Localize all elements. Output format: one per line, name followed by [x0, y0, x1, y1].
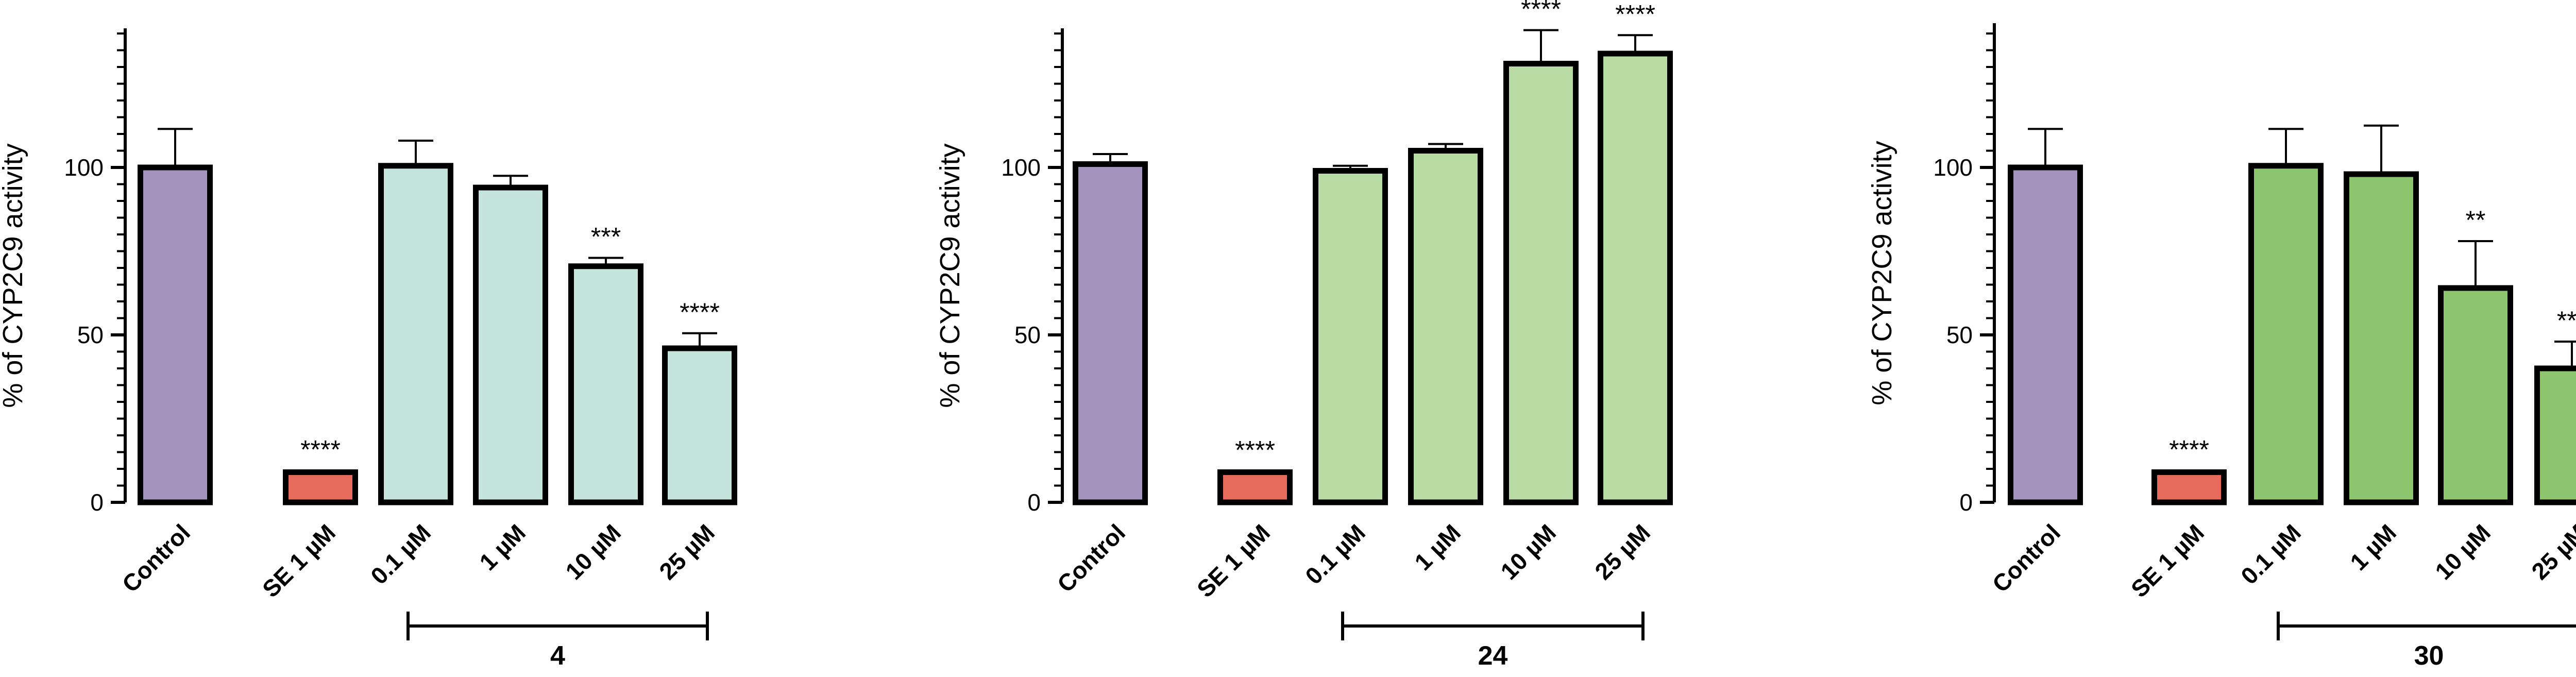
chart-panel-1: 0 50 100 % of CYP2C9 activity Control **** SE …	[0, 28, 735, 671]
y-tick-label: 50	[77, 321, 104, 348]
bar	[1411, 151, 1481, 503]
bar	[1601, 54, 1670, 502]
x-tick-label: SE 1 µM	[1192, 519, 1275, 602]
bar	[2537, 368, 2576, 502]
chart-panel-3: 0 50 100 % of CYP2C9 activity Control **** SE …	[1867, 23, 2576, 671]
y-tick-label: 0	[1959, 489, 1973, 516]
bar	[2441, 288, 2511, 502]
x-tick-label: 1 µM	[474, 519, 531, 576]
bar	[571, 266, 641, 502]
significance-label: ***	[591, 223, 621, 251]
significance-label: ****	[1521, 0, 1561, 24]
x-tick-label: SE 1 µM	[257, 519, 341, 602]
y-axis-label: % of CYP2C9 activity	[0, 143, 28, 408]
bar	[141, 167, 210, 502]
bar	[381, 166, 451, 502]
bar	[2347, 174, 2416, 502]
y-tick-label: 100	[64, 154, 104, 181]
x-tick-label: SE 1 µM	[2126, 519, 2209, 602]
group-label: 4	[550, 641, 565, 671]
x-tick-label: 10 µM	[560, 519, 626, 585]
y-tick-label: 100	[1933, 154, 1973, 181]
y-tick-label: 100	[1001, 154, 1041, 181]
significance-label: ****	[1615, 0, 1655, 28]
significance-label: ***	[2557, 306, 2576, 335]
y-tick-label: 0	[1027, 489, 1041, 516]
bar	[2011, 167, 2080, 502]
significance-label: **	[2466, 206, 2486, 234]
x-tick-label: 1 µM	[2345, 519, 2401, 576]
significance-label: ****	[300, 435, 341, 464]
x-tick-label: 0.1 µM	[1300, 519, 1370, 589]
bar	[2155, 472, 2224, 503]
y-tick-label: 0	[90, 489, 104, 516]
bar	[1506, 64, 1576, 503]
significance-label: ****	[2169, 435, 2209, 464]
x-tick-label: 25 µM	[2526, 519, 2576, 585]
significance-label: ****	[680, 298, 720, 327]
bar	[476, 188, 546, 502]
x-tick-label: Control	[117, 519, 195, 597]
x-tick-label: 0.1 µM	[365, 519, 436, 589]
y-tick-label: 50	[1946, 321, 1973, 348]
y-tick-label: 50	[1014, 321, 1041, 348]
x-tick-label: 10 µM	[1495, 519, 1561, 585]
bar	[1076, 164, 1145, 503]
y-axis-label: % of CYP2C9 activity	[935, 143, 965, 408]
x-tick-label: Control	[1052, 519, 1130, 597]
x-tick-label: Control	[1987, 519, 2065, 597]
significance-label: ****	[1235, 436, 1275, 465]
y-axis-label: % of CYP2C9 activity	[1867, 141, 1897, 405]
x-tick-label: 10 µM	[2430, 519, 2496, 585]
bar	[665, 348, 735, 502]
bar	[1316, 171, 1385, 503]
x-tick-label: 25 µM	[654, 519, 720, 585]
chart-panel-2: 0 50 100 % of CYP2C9 activity Control **** SE …	[935, 0, 1670, 671]
group-label: 24	[1478, 641, 1508, 671]
x-tick-label: 1 µM	[1409, 519, 1466, 576]
group-label: 30	[2414, 641, 2444, 671]
x-tick-label: 0.1 µM	[2235, 519, 2306, 589]
bar	[1221, 472, 1290, 503]
bar	[2251, 166, 2321, 502]
bar	[286, 472, 355, 503]
x-tick-label: 25 µM	[1589, 519, 1655, 585]
